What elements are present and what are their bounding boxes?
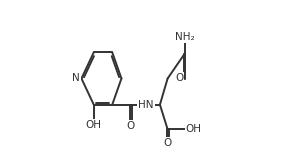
- Text: O: O: [127, 121, 135, 131]
- Text: O: O: [164, 138, 172, 148]
- Text: O: O: [175, 73, 183, 84]
- Text: OH: OH: [186, 124, 202, 134]
- Text: N: N: [72, 73, 80, 84]
- Text: OH: OH: [86, 120, 102, 130]
- Text: NH₂: NH₂: [175, 32, 194, 42]
- Text: HN: HN: [138, 100, 154, 110]
